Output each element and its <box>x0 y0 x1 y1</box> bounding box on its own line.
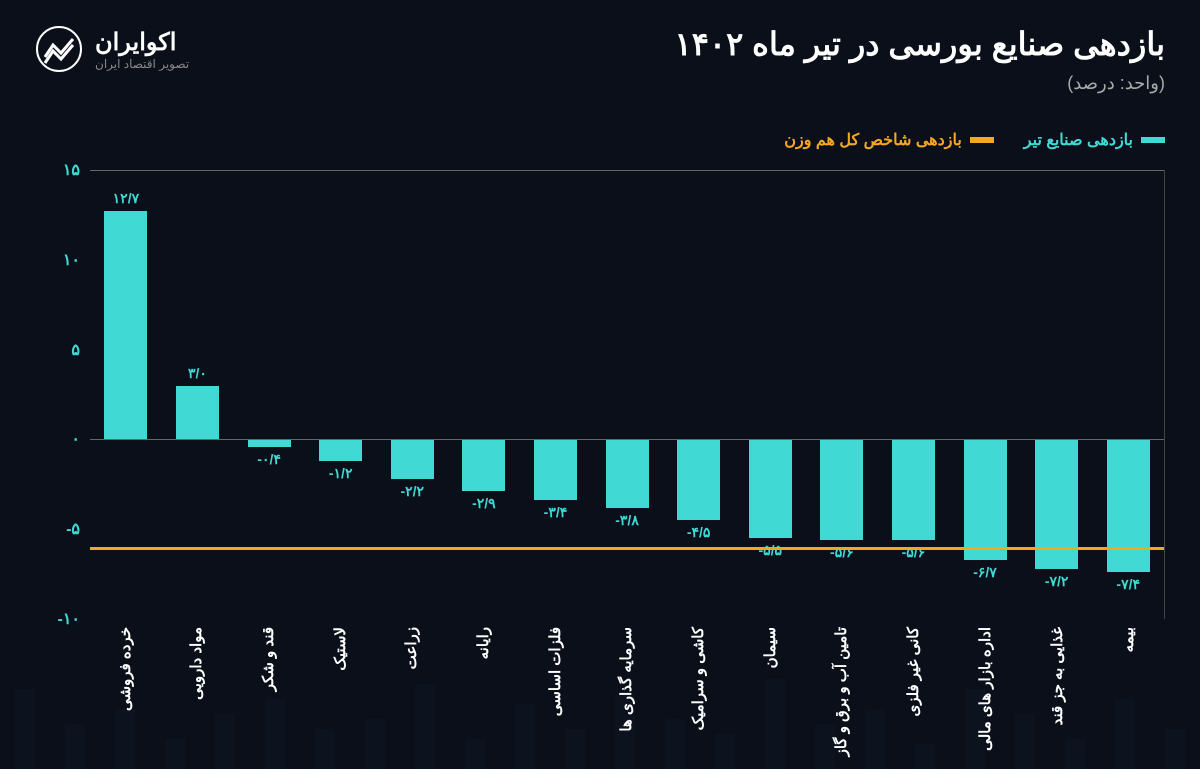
y-tick-label: ۱۵ <box>63 160 80 180</box>
legend-reference: بازدهی شاخص کل هم وزن <box>784 130 994 150</box>
bar <box>104 211 147 439</box>
x-tick-label: رایانه <box>448 619 520 739</box>
bar-value-label: -۰/۴ <box>257 451 281 468</box>
brand-name: اکوایران <box>95 28 189 57</box>
legend-series: بازدهی صنایع تیر <box>1024 130 1165 150</box>
x-tick-label: اداره بازار های مالی <box>950 619 1022 739</box>
bar-column: -۳/۴ <box>520 170 592 619</box>
bar-value-label: -۳/۸ <box>615 512 639 529</box>
chart-title: بازدهی صنایع بورسی در تیر ماه ۱۴۰۲ <box>675 25 1165 63</box>
bar <box>248 439 291 446</box>
bar-column: -۳/۸ <box>591 170 663 619</box>
bar-column: -۷/۲ <box>1021 170 1093 619</box>
x-tick-label: سرمایه گذاری ها <box>592 619 664 739</box>
header: بازدهی صنایع بورسی در تیر ماه ۱۴۰۲ (واحد… <box>35 25 1165 94</box>
legend-reference-swatch <box>970 137 994 143</box>
x-axis-labels: خرده فروشیمواد داروییقند و شکرلاستیکزراع… <box>90 619 1165 739</box>
reference-line <box>90 547 1164 550</box>
x-tick-label: زراعت <box>377 619 449 739</box>
x-tick-label: تامین آب و برق و گاز <box>807 619 879 739</box>
x-tick-label: سیمان <box>735 619 807 739</box>
x-tick-label: کانی غیر فلزی <box>878 619 950 739</box>
bar <box>964 439 1007 559</box>
x-tick-label: لاستیک <box>305 619 377 739</box>
y-tick-label: -۵ <box>66 519 80 539</box>
y-axis: -۱۰-۵۰۵۱۰۱۵ <box>40 170 80 619</box>
top-line <box>90 170 1164 171</box>
bar <box>606 439 649 507</box>
bar <box>319 439 362 461</box>
bar-value-label: -۲/۹ <box>472 495 496 512</box>
bar-column: -۵/۶ <box>806 170 878 619</box>
x-tick-label: بیمه <box>1093 619 1165 739</box>
y-tick-label: ۰ <box>71 429 80 449</box>
bar-column: -۷/۴ <box>1092 170 1164 619</box>
legend-series-swatch <box>1141 137 1165 143</box>
bar <box>749 439 792 538</box>
zero-line <box>90 439 1164 440</box>
brand-tagline: تصویر اقتصاد ایران <box>95 57 189 71</box>
x-tick-label: غذایی به جز قند <box>1022 619 1094 739</box>
chart-subtitle: (واحد: درصد) <box>675 73 1165 94</box>
bar <box>176 386 219 440</box>
legend: بازدهی صنایع تیر بازدهی شاخص کل هم وزن <box>784 130 1165 150</box>
y-tick-label: ۱۰ <box>63 250 80 270</box>
bar-column: -۰/۴ <box>233 170 305 619</box>
bar-value-label: -۳/۴ <box>544 504 568 521</box>
bar-value-label: ۳/۰ <box>188 365 207 382</box>
bar-column: -۵/۵ <box>734 170 806 619</box>
x-tick-label: مواد دارویی <box>162 619 234 739</box>
bar-column: -۱/۲ <box>305 170 377 619</box>
bar-column: -۵/۶ <box>878 170 950 619</box>
bar-column: -۲/۹ <box>448 170 520 619</box>
y-tick-label: -۱۰ <box>57 609 80 629</box>
bar <box>677 439 720 520</box>
y-tick-label: ۵ <box>71 340 80 360</box>
bar-value-label: -۵/۵ <box>758 542 782 559</box>
bar-value-label: -۴/۵ <box>687 524 711 541</box>
x-tick-label: خرده فروشی <box>90 619 162 739</box>
plot-area: ۱۲/۷ ۳/۰ -۰/۴ -۱/۲ -۲/۲ -۲/۹ -۳/۴ -۳/۸ -۴/۵ -۵/۵ -… <box>90 170 1165 619</box>
logo: اکوایران تصویر اقتصاد ایران <box>35 25 189 73</box>
bar <box>820 439 863 540</box>
bar-column: -۴/۵ <box>663 170 735 619</box>
bar-value-label: -۲/۲ <box>400 483 424 500</box>
x-tick-label: قند و شکر <box>233 619 305 739</box>
bar-column: ۳/۰ <box>162 170 234 619</box>
bar-value-label: -۷/۴ <box>1116 576 1140 593</box>
bar <box>462 439 505 491</box>
bar-value-label: -۶/۷ <box>973 564 997 581</box>
bar-column: -۶/۷ <box>949 170 1021 619</box>
bar <box>1107 439 1150 572</box>
brand-icon <box>35 25 83 73</box>
bar-value-label: -۷/۲ <box>1045 573 1069 590</box>
bar <box>391 439 434 479</box>
bar-column: -۲/۲ <box>376 170 448 619</box>
bar <box>892 439 935 540</box>
chart-area: -۱۰-۵۰۵۱۰۱۵ ۱۲/۷۳/۰-۰/۴-۱/۲-۲/۲-۲/۹-۳/۴-… <box>40 170 1165 739</box>
bar-column: ۱۲/۷ <box>90 170 162 619</box>
bar-value-label: -۱/۲ <box>329 465 353 482</box>
bar-value-label: ۱۲/۷ <box>113 190 139 207</box>
x-tick-label: کاشی و سرامیک <box>663 619 735 739</box>
bar <box>534 439 577 500</box>
x-tick-label: فلزات اساسی <box>520 619 592 739</box>
